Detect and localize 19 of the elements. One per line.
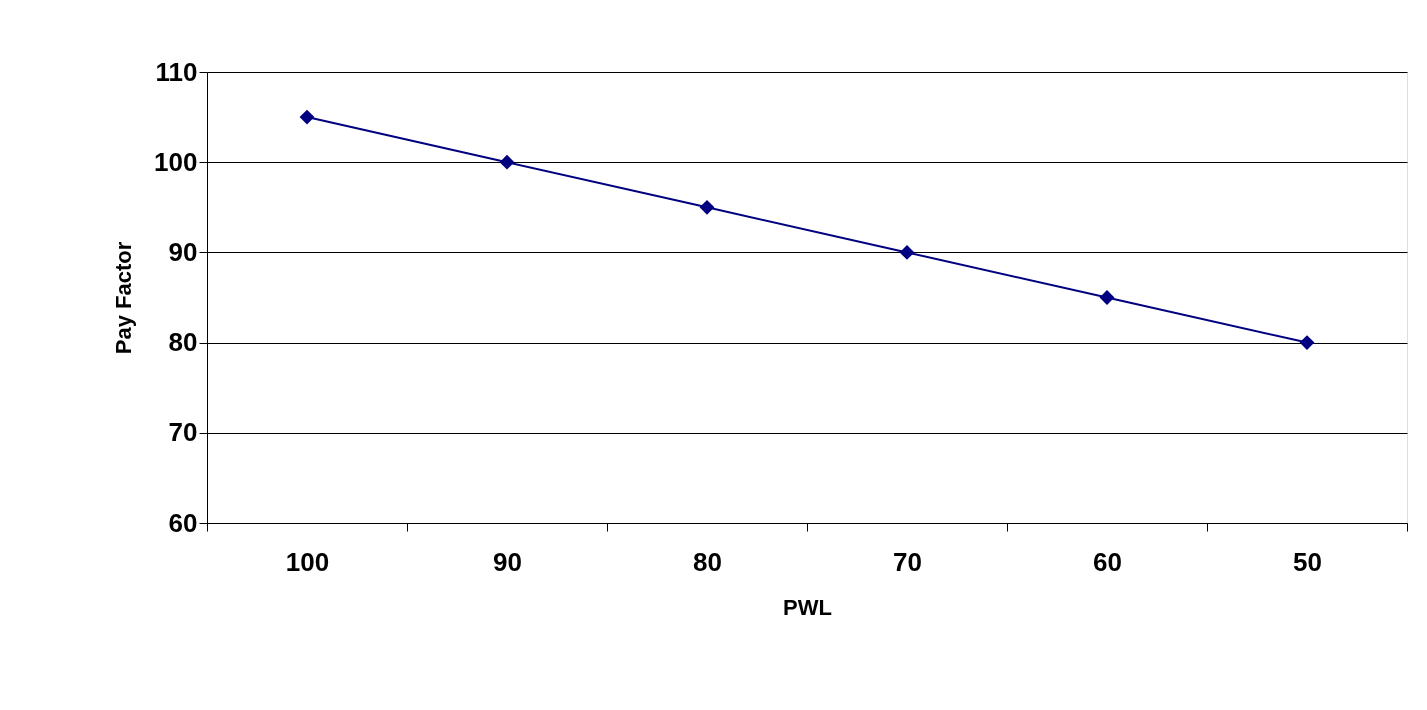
point xyxy=(699,199,715,215)
point xyxy=(1299,335,1315,351)
point xyxy=(499,154,515,170)
y-axis-title: Pay Factor xyxy=(111,241,137,355)
x-tick-label: 100 xyxy=(285,546,330,577)
x-tick-label: 50 xyxy=(1293,546,1322,577)
x-tick-label: 70 xyxy=(893,546,922,577)
point xyxy=(299,109,315,125)
x-tick-label: 90 xyxy=(493,546,522,577)
y-tick-label: 110 xyxy=(155,56,198,87)
y-tick-label: 70 xyxy=(168,417,198,448)
point xyxy=(899,244,915,260)
x-tick-label: 60 xyxy=(1093,546,1122,577)
y-tick-label: 60 xyxy=(168,507,198,538)
x-tick-label: 80 xyxy=(693,546,722,577)
y-tick-label: 80 xyxy=(168,327,198,358)
y-tick-label: 100 xyxy=(154,146,198,177)
y-tick-label: 90 xyxy=(168,236,198,267)
x-axis-title: PWL xyxy=(783,594,832,620)
